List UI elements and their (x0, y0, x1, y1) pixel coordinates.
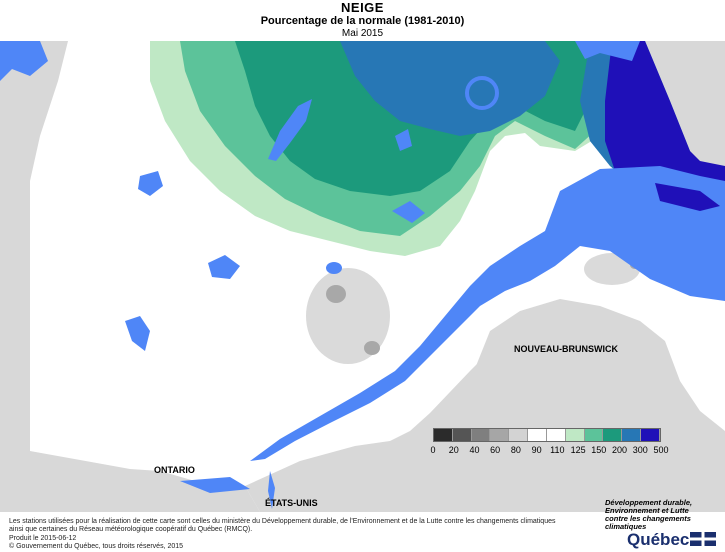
map-subtitle: Pourcentage de la normale (1981-2010) (260, 15, 465, 27)
label-nouveau-brunswick: NOUVEAU-BRUNSWICK (514, 344, 618, 354)
quebec-flag-icon (690, 532, 716, 546)
legend-tick-label: 20 (448, 445, 459, 455)
ministry-name: Développement durable, Environnement et … (605, 498, 693, 531)
legend-swatch (528, 429, 547, 441)
zone-300-500 (340, 41, 560, 136)
legend-swatch (546, 429, 566, 441)
legend: 0 20 40 60 80 90 110 125 150 200 300 500 (430, 428, 669, 457)
legend-tick-label: 200 (612, 445, 628, 455)
legend-swatch (603, 429, 623, 441)
quebec-logo: Québec (627, 530, 690, 549)
legend-tick-label: 500 (653, 445, 669, 455)
map-title: NEIGE (341, 0, 384, 15)
legend-swatch (565, 429, 585, 441)
legend-swatch (509, 429, 529, 441)
lake-caniapiscau-reservoir (395, 129, 412, 151)
lake-mistassini (268, 99, 312, 161)
legend-swatch (471, 429, 491, 441)
map-period: Mai 2015 (341, 28, 384, 39)
lake-west-c (125, 316, 150, 351)
legend-tick-label: 60 (490, 445, 501, 455)
legend-tick-label: 150 (591, 445, 607, 455)
legend-swatch (584, 429, 604, 441)
legend-swatch (622, 429, 642, 441)
st-lawrence-river (250, 166, 725, 461)
legend-tick-label: 0 (430, 445, 436, 455)
label-ontario: ONTARIO (154, 465, 195, 475)
source-note-line2: ainsi que certaines du Réseau météorolog… (9, 526, 253, 533)
snow-percentage-map (0, 41, 725, 512)
anticosti-island (655, 183, 720, 211)
manicouagan-reservoir (465, 76, 499, 110)
zone-60-80-central-b (364, 341, 380, 355)
legend-tick-label: 110 (550, 445, 565, 455)
legend-tick-label: 125 (570, 445, 586, 455)
lake-champlain (268, 471, 275, 509)
zone-500-plus (605, 41, 725, 201)
legend-swatch (452, 429, 472, 441)
legend-swatches (433, 428, 661, 442)
northeast-water (575, 41, 640, 61)
legend-swatch (490, 429, 510, 441)
lake-west-a (138, 171, 163, 196)
legend-tick-label: 90 (531, 445, 542, 455)
lake-ontario-edge (180, 477, 250, 493)
legend-ticks: 0 20 40 60 80 90 110 125 150 200 300 500 (430, 445, 668, 457)
legend-tick-label: 40 (469, 445, 480, 455)
labrador-region (645, 41, 725, 201)
legend-swatch (434, 429, 453, 441)
legend-tick-label: 80 (510, 445, 521, 455)
legend-tick-label: 300 (632, 445, 648, 455)
footer: Les stations utilisées pour la réalisati… (0, 512, 725, 552)
lake-gouin (392, 201, 425, 223)
legend-swatch (641, 429, 660, 441)
zone-60-80-central-a (326, 285, 346, 303)
source-note-line1: Les stations utilisées pour la réalisati… (9, 518, 556, 525)
label-etats-unis: ÉTATS-UNIS (265, 498, 318, 508)
copyright-notice: © Gouvernement du Québec, tous droits ré… (9, 543, 184, 550)
northwest-bay (0, 41, 48, 81)
lac-saint-jean (326, 262, 342, 274)
ontario-region (0, 41, 260, 512)
lake-west-b (208, 255, 240, 279)
produced-date: Produit le 2015-06-12 (9, 535, 77, 542)
